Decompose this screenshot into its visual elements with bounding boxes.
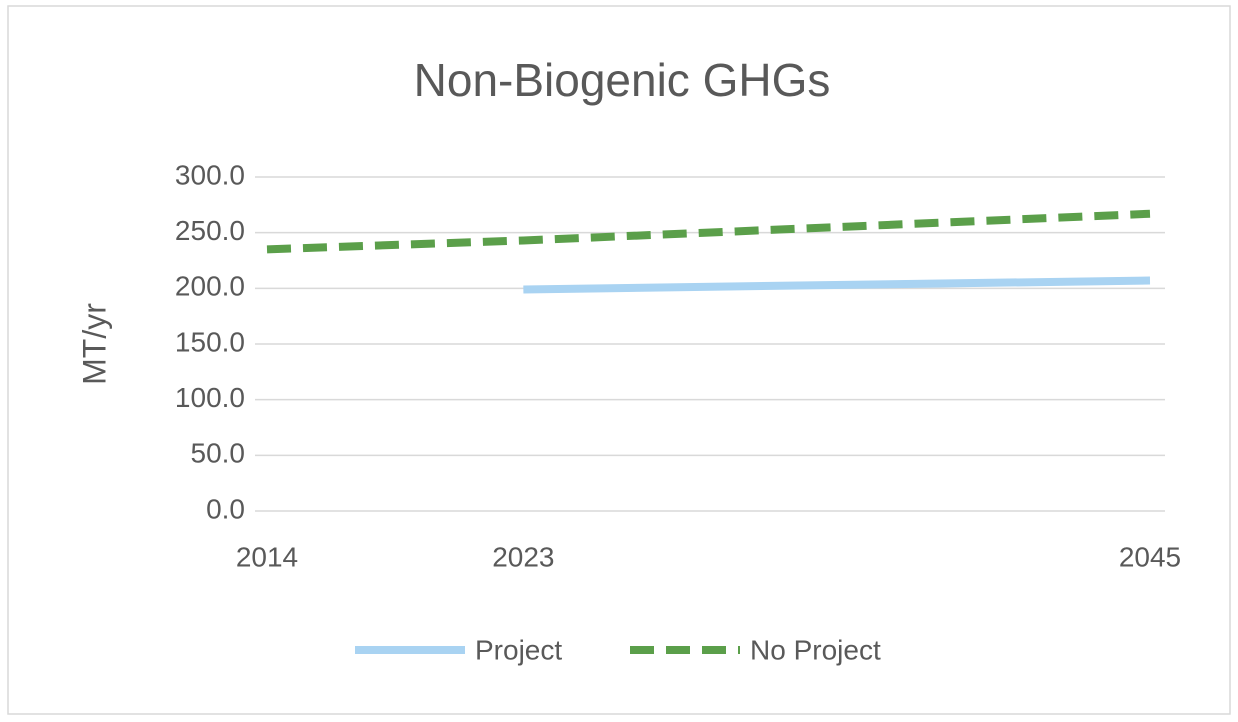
y-tick-label: 50.0 xyxy=(191,438,246,469)
y-tick-label: 150.0 xyxy=(175,326,245,357)
chart-title: Non-Biogenic GHGs xyxy=(414,54,831,106)
y-axis-label: MT/yr xyxy=(76,303,112,385)
legend-label: Project xyxy=(475,634,562,665)
y-tick-label: 200.0 xyxy=(175,271,245,302)
y-tick-label: 100.0 xyxy=(175,382,245,413)
x-tick-label: 2014 xyxy=(236,541,298,572)
chart-frame xyxy=(7,5,1231,715)
x-tick-label: 2023 xyxy=(492,541,554,572)
legend-label: No Project xyxy=(750,634,881,665)
series-line xyxy=(523,276,1151,294)
y-tick-label: 300.0 xyxy=(175,159,245,190)
x-tick-label: 2045 xyxy=(1119,541,1181,572)
series-line xyxy=(266,209,1151,254)
y-tick-label: 250.0 xyxy=(175,215,245,246)
y-tick-label: 0.0 xyxy=(206,493,245,524)
